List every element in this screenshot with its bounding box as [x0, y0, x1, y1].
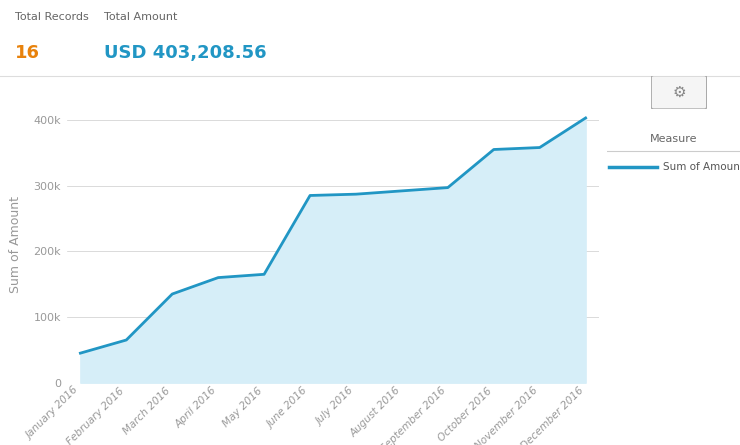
- Text: Measure: Measure: [650, 134, 697, 144]
- Text: Total Amount: Total Amount: [104, 12, 177, 22]
- Text: Total Records: Total Records: [15, 12, 89, 22]
- Text: ⚙: ⚙: [672, 85, 686, 100]
- Text: 16: 16: [15, 44, 40, 62]
- Text: Sum of Amount: Sum of Amount: [663, 162, 740, 173]
- FancyBboxPatch shape: [651, 76, 707, 109]
- Y-axis label: Sum of Amount: Sum of Amount: [10, 196, 22, 293]
- Text: USD 403,208.56: USD 403,208.56: [104, 44, 266, 62]
